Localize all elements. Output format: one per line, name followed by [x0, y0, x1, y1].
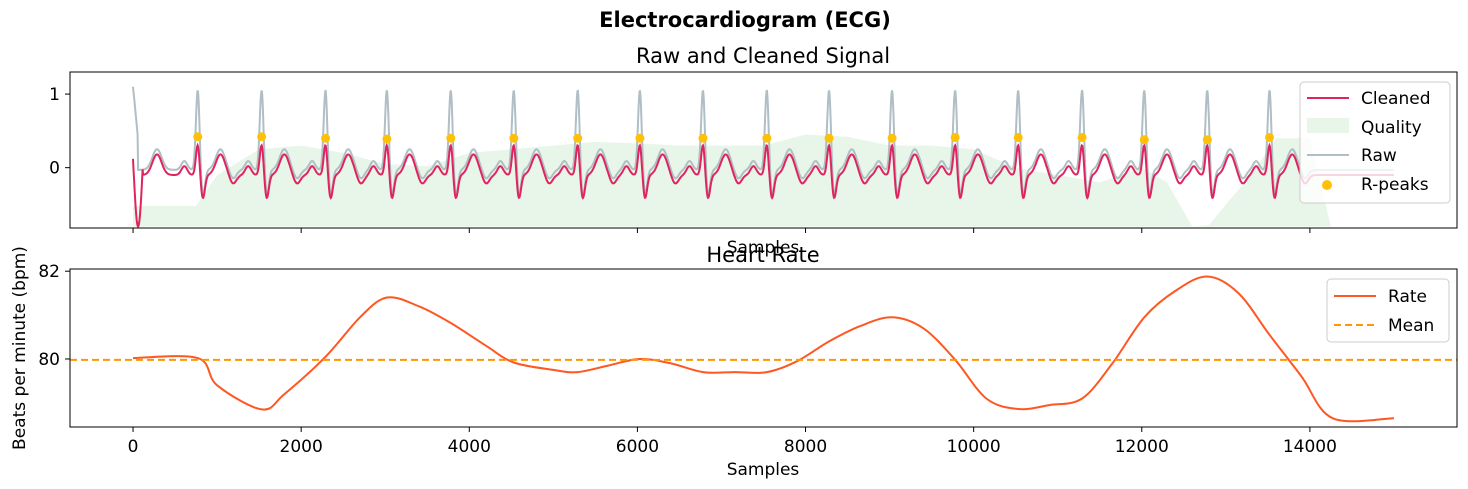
r-peak-marker: [1202, 135, 1212, 145]
rate-panel-title: Heart Rate: [706, 243, 819, 267]
r-peak-marker: [382, 134, 392, 144]
r-peak-marker: [887, 133, 897, 143]
signal-legend: Cleaned Quality Raw R-peaks: [1299, 81, 1451, 204]
signal-panel-title: Raw and Cleaned Signal: [636, 44, 890, 68]
legend-quality-label: Quality: [1361, 118, 1422, 138]
legend-rate-label: Rate: [1388, 287, 1427, 307]
r-peak-marker: [509, 133, 519, 143]
rate-x-tick-label: 10000: [947, 437, 1001, 457]
legend-rpeaks-label: R-peaks: [1361, 175, 1429, 195]
rate-y-tick-label: 80: [38, 350, 60, 370]
rate-x-tick-label: 0: [128, 437, 139, 457]
legend-rpeaks-swatch: [1322, 180, 1332, 190]
rate-legend: Rate Mean: [1326, 278, 1450, 343]
quality-area: [133, 134, 1394, 227]
legend-raw-label: Raw: [1361, 146, 1397, 166]
cleaned-signal-line: [132, 142, 1394, 228]
r-peak-marker: [1139, 135, 1149, 145]
r-peak-marker: [193, 132, 203, 142]
signal-x-axis-label: Samples: [727, 238, 800, 258]
signal-legend-frame: [1299, 81, 1451, 204]
rate-x-tick-label: 6000: [616, 437, 659, 457]
signal-axes-frame: [69, 71, 1458, 229]
rate-x-axis-label: Samples: [727, 460, 800, 480]
rate-x-tick-label: 4000: [448, 437, 491, 457]
r-peak-marker: [635, 133, 645, 143]
r-peak-marker: [950, 132, 960, 142]
rate-legend-frame: [1326, 278, 1450, 343]
rate-line: [132, 275, 1395, 423]
rate-x-tick-label: 12000: [1115, 437, 1169, 457]
signal-y-tick-label: 1: [49, 85, 60, 105]
r-peak-marker: [698, 133, 708, 143]
rate-x-tick-label: 2000: [280, 437, 323, 457]
rate-y-tick-label: 82: [38, 262, 60, 282]
r-peak-marker: [762, 133, 772, 143]
rate-y-axis-label: Beats per minute (bpm): [10, 246, 30, 450]
r-peak-marker: [257, 132, 267, 142]
rate-x-tick-label: 8000: [784, 437, 827, 457]
r-peak-marker: [321, 133, 331, 143]
r-peak-marker: [1265, 132, 1275, 142]
r-peak-marker: [824, 133, 834, 143]
figure-title: Electrocardiogram (ECG): [599, 8, 891, 32]
r-peak-marker: [446, 133, 456, 143]
raw-signal-line: [132, 86, 1394, 197]
r-peak-marker: [573, 133, 583, 143]
legend-cleaned-label: Cleaned: [1361, 89, 1431, 109]
rate-plot-area: 80 82 0 2000 4000 6000 8000 10000 12000 14000: [38, 262, 1458, 457]
rate-x-tick-label: 14000: [1283, 437, 1337, 457]
r-peak-marker: [1077, 132, 1087, 142]
signal-series-group: [132, 86, 1394, 228]
legend-quality-swatch: [1307, 118, 1349, 133]
rate-axes-frame: [69, 268, 1458, 428]
signal-plot-area: 01: [49, 71, 1458, 233]
legend-mean-label: Mean: [1388, 316, 1434, 336]
rate-series-group: [70, 275, 1457, 423]
r-peak-marker: [1013, 132, 1023, 142]
signal-y-tick-label: 0: [49, 159, 60, 179]
